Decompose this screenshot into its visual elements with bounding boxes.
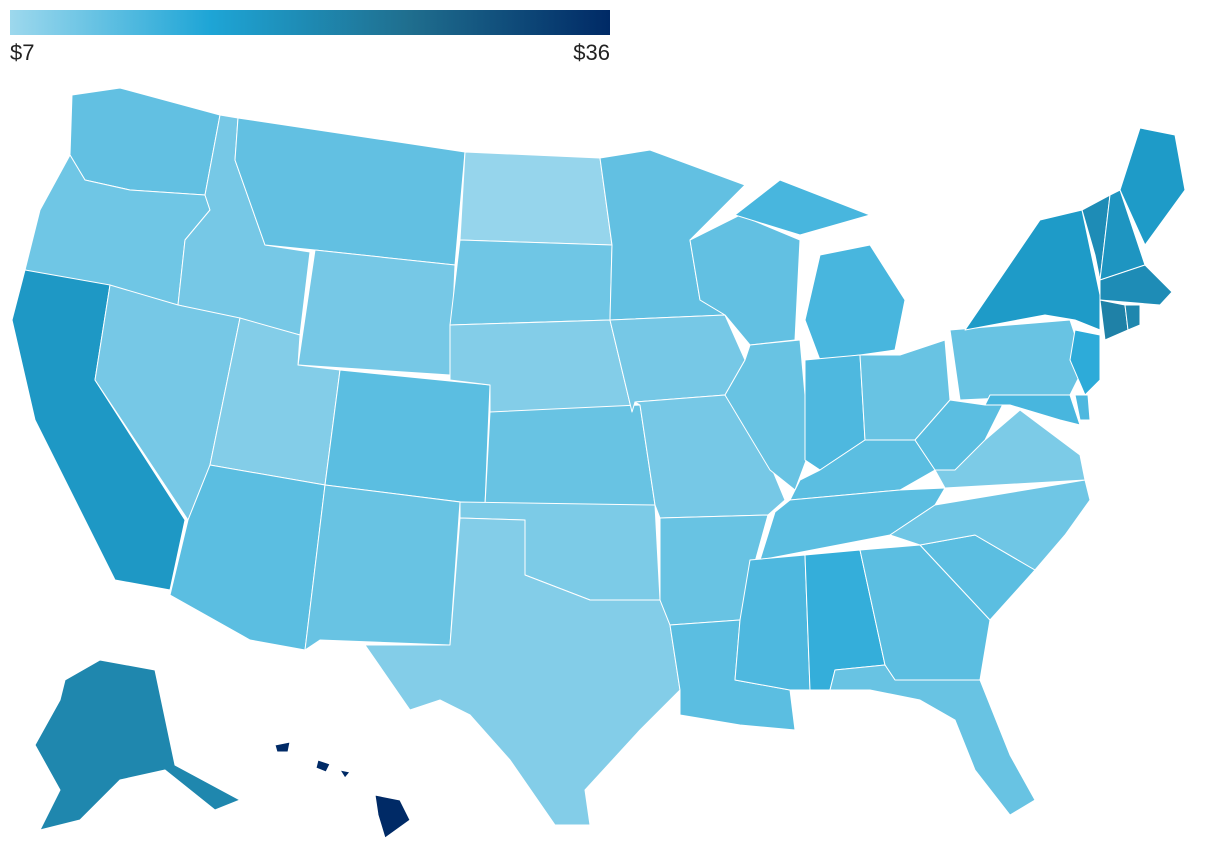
state	[459, 151, 613, 246]
state	[449, 239, 613, 326]
state	[1099, 264, 1173, 306]
state	[484, 404, 656, 506]
state	[1099, 299, 1129, 341]
legend-min-label: $7	[10, 40, 34, 65]
state	[69, 87, 221, 196]
state	[964, 209, 1101, 331]
state	[734, 179, 906, 361]
state	[829, 664, 1036, 816]
state	[304, 484, 461, 651]
state	[234, 117, 466, 266]
state	[889, 479, 1091, 571]
state	[759, 487, 946, 561]
state	[364, 517, 681, 826]
state	[1074, 394, 1091, 421]
state	[324, 369, 491, 506]
state	[297, 249, 456, 376]
state	[914, 399, 1006, 471]
state	[1119, 127, 1186, 246]
state	[274, 741, 411, 839]
state	[1069, 329, 1101, 396]
legend-bar	[10, 10, 610, 35]
state	[949, 319, 1086, 401]
states	[11, 87, 1186, 839]
legend-max-label: $36	[573, 40, 610, 65]
state	[1124, 304, 1141, 331]
state	[984, 394, 1081, 426]
state	[34, 659, 241, 831]
state	[724, 339, 811, 491]
